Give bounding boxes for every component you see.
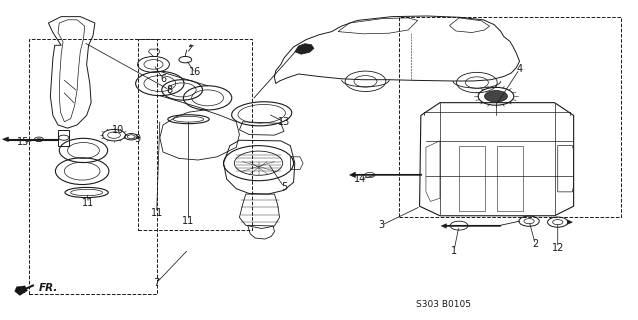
Text: 5: 5 [281, 182, 287, 192]
Text: 16: 16 [189, 68, 201, 77]
Text: 11: 11 [82, 198, 94, 208]
Polygon shape [350, 172, 355, 178]
Text: 13: 13 [278, 117, 290, 127]
Text: 6: 6 [160, 74, 166, 84]
Text: 4: 4 [517, 64, 523, 74]
Text: 9: 9 [135, 134, 140, 144]
Text: 11: 11 [182, 216, 195, 226]
Text: 15: 15 [17, 138, 29, 148]
Text: 8: 8 [167, 85, 172, 95]
Text: 11: 11 [151, 208, 163, 218]
Text: 10: 10 [112, 125, 124, 135]
Text: 1: 1 [451, 246, 457, 256]
Polygon shape [441, 224, 447, 228]
Bar [29, 39, 157, 294]
Text: 3: 3 [378, 220, 385, 230]
Text: 14: 14 [354, 174, 366, 184]
Polygon shape [295, 44, 314, 54]
Polygon shape [3, 137, 8, 141]
Bar [399, 17, 621, 217]
Text: 2: 2 [532, 239, 538, 249]
Text: FR.: FR. [39, 283, 58, 293]
Polygon shape [189, 45, 193, 47]
Bar [138, 39, 252, 230]
Circle shape [484, 91, 507, 102]
Text: 7: 7 [154, 278, 160, 288]
Text: 12: 12 [551, 243, 564, 252]
Polygon shape [15, 286, 27, 295]
Text: S303 B0105: S303 B0105 [415, 300, 471, 309]
Polygon shape [567, 220, 572, 224]
